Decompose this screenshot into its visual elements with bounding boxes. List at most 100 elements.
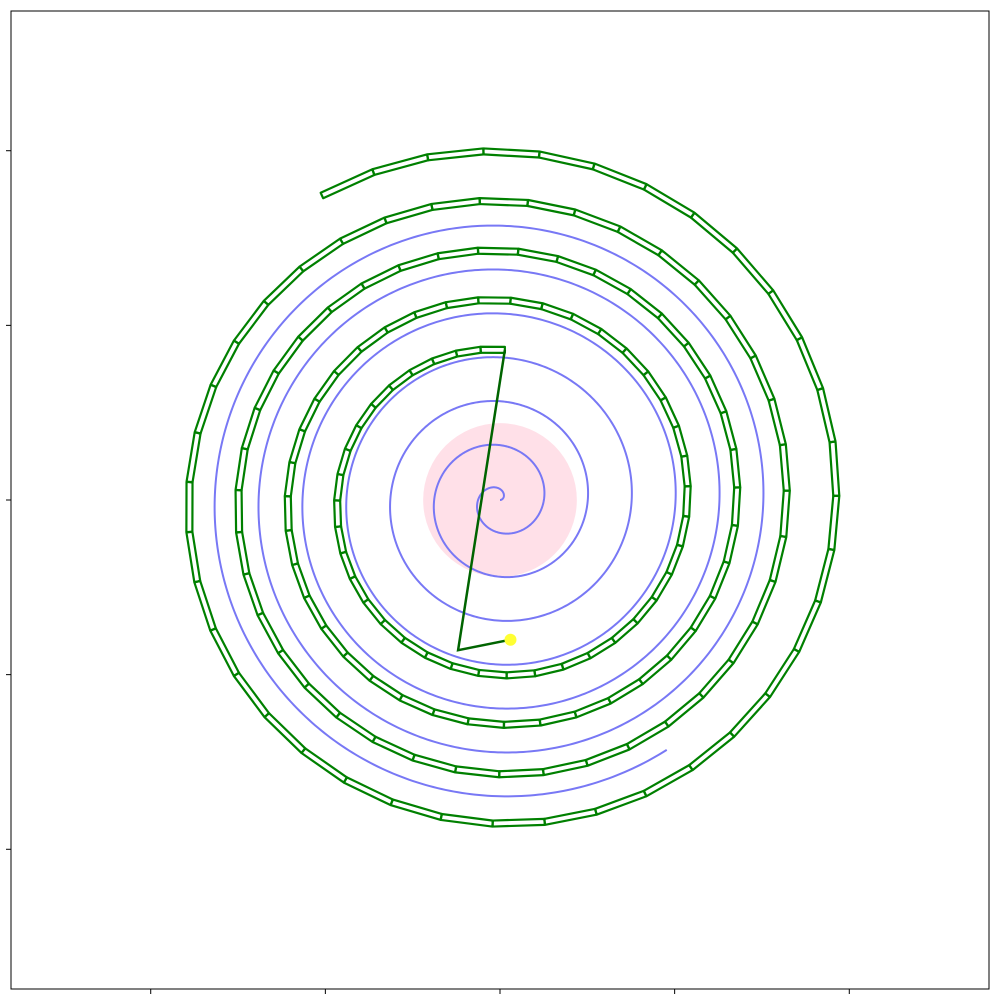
path-segment [768, 534, 788, 583]
path-segment [792, 599, 822, 653]
path-segment [397, 252, 441, 273]
path-segment [508, 296, 544, 311]
path-segment [454, 345, 483, 358]
path-segment [371, 735, 416, 762]
spiral [213, 224, 765, 798]
path-segment [828, 440, 841, 498]
plot-content [185, 147, 841, 828]
path-segment [193, 383, 218, 435]
path-segment [680, 454, 692, 488]
path-segment [333, 473, 345, 502]
path-segment [370, 384, 395, 409]
path-segment [539, 302, 575, 321]
path-segment [498, 768, 545, 779]
path-segment [235, 530, 251, 576]
path-segment [637, 654, 673, 686]
path-segment [479, 345, 506, 354]
path-segment [240, 407, 262, 451]
path-segment [360, 264, 402, 290]
path-segment [478, 196, 529, 208]
path-segment [730, 486, 742, 527]
path-segment [334, 524, 348, 555]
path-segment [371, 153, 430, 177]
path-segment [767, 289, 804, 342]
path-segment [560, 651, 592, 671]
path-segment [185, 530, 202, 584]
path-segment [657, 249, 700, 286]
path-segment [569, 312, 603, 336]
path-segment [303, 682, 342, 719]
path-segment [778, 443, 791, 493]
path-segment [234, 489, 244, 534]
path-segment [779, 489, 791, 538]
path-segment [283, 495, 293, 532]
path-segment [339, 216, 388, 246]
path-segment [816, 387, 837, 444]
path-segment [642, 183, 696, 219]
path-segment [413, 301, 449, 320]
path-segment [209, 339, 241, 389]
path-segment [767, 397, 787, 447]
path-segment [592, 268, 632, 296]
path-segment [541, 758, 589, 777]
path-segment [368, 674, 404, 702]
end-marker [504, 633, 517, 646]
path-segment [729, 448, 742, 489]
path-segment [626, 288, 663, 320]
path-segment [728, 692, 771, 738]
path-segment [303, 594, 328, 630]
path-segment [355, 403, 377, 430]
path-segment [675, 514, 691, 548]
path-segment [400, 636, 429, 659]
path-segment [731, 247, 775, 296]
path-segment [591, 162, 648, 191]
path-segment [439, 812, 495, 828]
path-segment [632, 595, 658, 625]
path-segment [606, 678, 644, 705]
path-segment [232, 671, 271, 719]
path-segment [209, 626, 241, 677]
path-segment [454, 765, 501, 779]
path-segment [193, 579, 218, 632]
path-segment [682, 341, 712, 380]
path-segment [234, 447, 249, 492]
path-segment [185, 431, 202, 484]
path-segment [242, 571, 265, 617]
path-segment [298, 397, 321, 433]
path-segment [616, 225, 663, 257]
path-segment [272, 335, 305, 375]
path-segment [663, 692, 705, 728]
path-segment [262, 265, 305, 307]
path-segment [764, 647, 801, 698]
path-segment [722, 523, 739, 565]
path-segment [185, 480, 194, 534]
path-segment [542, 807, 598, 826]
path-segment [383, 311, 418, 334]
path-segment [444, 296, 480, 310]
path-segment [525, 198, 577, 217]
path-segment [693, 279, 732, 321]
green-path [185, 147, 841, 828]
path-segment [537, 150, 596, 171]
path-segment [466, 717, 506, 729]
path-segment [703, 374, 728, 415]
path-segment [476, 246, 520, 256]
path-segment [642, 763, 694, 798]
path-segment [659, 396, 680, 430]
path-segment [795, 336, 825, 392]
path-segment [502, 718, 542, 729]
path-segment [383, 202, 434, 225]
path-segment [555, 255, 597, 277]
path-segment [379, 618, 407, 644]
path-segment [827, 494, 841, 551]
path-segment [291, 562, 311, 599]
path-segment [277, 648, 311, 689]
path-segment [326, 282, 366, 314]
path-segment [724, 314, 757, 360]
path-segment [516, 247, 559, 264]
path-segment [573, 696, 612, 719]
path-segment [389, 798, 444, 821]
path-segment [538, 710, 578, 727]
